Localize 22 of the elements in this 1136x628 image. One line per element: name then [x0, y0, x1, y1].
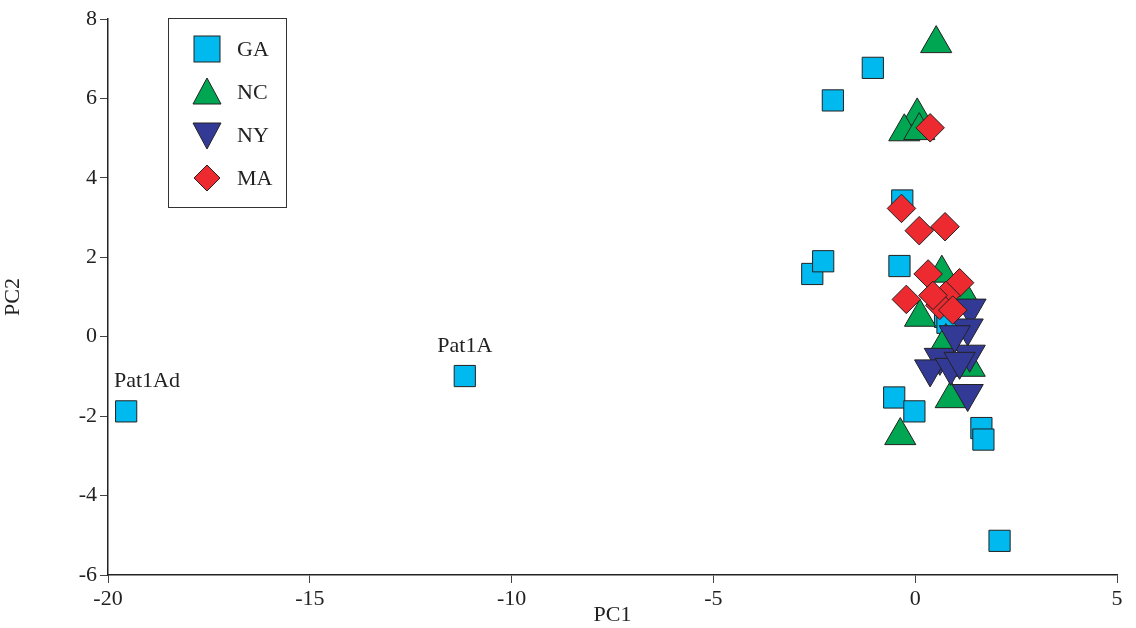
x-tick-label: -20 — [93, 584, 123, 610]
x-tick-label: -15 — [295, 584, 325, 610]
x-tick-label: -10 — [496, 584, 527, 610]
x-tick-label: 5 — [1111, 584, 1123, 610]
annotation: Pat1A — [437, 331, 493, 357]
legend-label: NY — [237, 121, 269, 148]
y-tick-label: 8 — [86, 4, 97, 30]
x-axis-title: PC1 — [593, 600, 632, 626]
legend-label: NC — [237, 78, 268, 105]
y-tick-label: 4 — [86, 163, 97, 189]
legend-label: MA — [237, 164, 273, 191]
y-tick-label: -4 — [78, 481, 97, 507]
y-axis-title: PC2 — [0, 278, 24, 316]
y-tick-label: 6 — [86, 84, 97, 110]
annotation: Pat1Ad — [114, 367, 180, 393]
legend-label: GA — [237, 35, 269, 62]
y-tick-label: 0 — [86, 322, 97, 348]
y-tick-label: 2 — [86, 243, 97, 269]
x-tick-label: 0 — [909, 584, 921, 610]
x-tick-label: -5 — [704, 584, 723, 610]
y-tick-label: -2 — [78, 401, 97, 427]
y-tick-label: -6 — [78, 560, 97, 586]
